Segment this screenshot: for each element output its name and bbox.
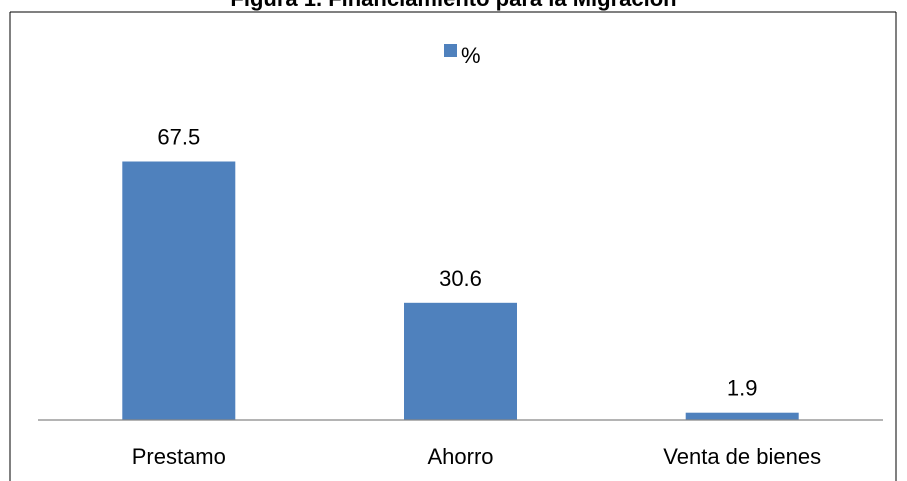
data-label-group: 67.5 30.6 1.9 (157, 125, 757, 401)
bar-prestamo (122, 161, 236, 420)
data-label: 30.6 (439, 266, 482, 291)
category-label: Ahorro (427, 444, 493, 469)
bar-ahorro (404, 302, 517, 420)
bar-venta-de-bienes (685, 412, 799, 420)
category-label-group: Prestamo Ahorro Venta de bienes (132, 444, 821, 469)
legend-swatch (444, 44, 457, 57)
chart-title: Figura 1. Financiamiento para la Migraci… (0, 0, 907, 12)
data-label: 67.5 (157, 125, 200, 150)
legend: % (444, 43, 481, 68)
legend-label: % (461, 43, 481, 68)
category-label: Prestamo (132, 444, 226, 469)
category-label: Venta de bienes (663, 444, 821, 469)
bar-group (122, 161, 799, 420)
data-label: 1.9 (727, 376, 758, 401)
